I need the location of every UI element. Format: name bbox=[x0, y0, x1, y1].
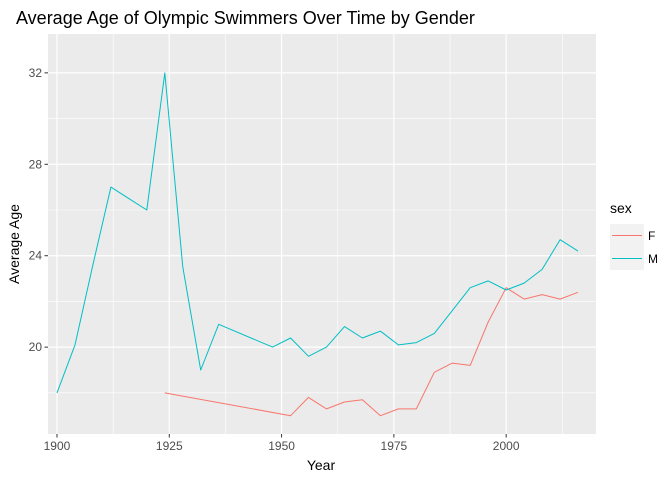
x-tick-label: 1950 bbox=[268, 439, 295, 453]
y-tick-label: 20 bbox=[29, 340, 43, 354]
plot-panel bbox=[48, 34, 596, 434]
y-tick-label: 28 bbox=[29, 157, 43, 171]
y-axis: 20 24 28 32 bbox=[29, 66, 48, 354]
grid-minor bbox=[48, 34, 596, 434]
x-axis-title: Year bbox=[307, 457, 336, 473]
y-tick-label: 24 bbox=[29, 249, 43, 263]
grid-major bbox=[48, 34, 596, 434]
series-layer bbox=[56, 72, 579, 417]
y-axis-title: Average Age bbox=[6, 204, 22, 284]
legend-title: sex bbox=[610, 200, 632, 216]
legend-label-m: M bbox=[648, 252, 658, 266]
x-axis: 1900 1925 1950 1975 2000 bbox=[44, 434, 520, 453]
x-tick-label: 1900 bbox=[44, 439, 71, 453]
legend-label-f: F bbox=[648, 229, 655, 243]
y-tick-label: 32 bbox=[29, 66, 43, 80]
x-tick-label: 1975 bbox=[381, 439, 408, 453]
series-line-m bbox=[56, 72, 579, 394]
chart-title: Average Age of Olympic Swimmers Over Tim… bbox=[16, 8, 475, 28]
series-line-f bbox=[164, 287, 579, 417]
x-tick-label: 1925 bbox=[156, 439, 183, 453]
x-tick-label: 2000 bbox=[493, 439, 520, 453]
legend: sex FM bbox=[610, 200, 658, 270]
